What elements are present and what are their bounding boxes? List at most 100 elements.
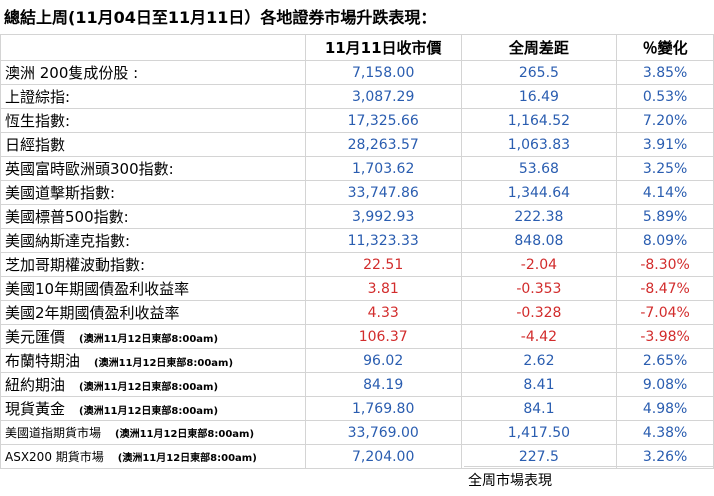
row-close: 1,769.80 — [304, 396, 462, 421]
row-close: 33,769.00 — [304, 420, 462, 445]
row-name: 恆生指數: — [5, 112, 71, 130]
row-name: 芝加哥期權波動指數: — [5, 256, 146, 274]
row-close: 4.33 — [304, 300, 462, 325]
row-pct: 3.26% — [616, 444, 714, 469]
row-change: -0.328 — [460, 300, 618, 325]
row-name-cell: 美元匯價 (澳洲11月12日東部8:00am) — [0, 324, 306, 349]
row-pct: 2.65% — [616, 348, 714, 373]
row-change: -2.04 — [460, 252, 618, 277]
row-close: 33,747.86 — [304, 180, 462, 205]
row-name: 英國富時歐洲頭300指數: — [5, 160, 174, 178]
header-cell-name — [0, 34, 306, 61]
footer-label: 全周市場表現 — [468, 473, 552, 489]
row-note: (澳洲11月12日東部8:00am) — [79, 382, 219, 393]
row-change: 222.38 — [460, 204, 618, 229]
row-name-cell: 美國道指期貨市場 (澳洲11月12日東部8:00am) — [0, 420, 306, 445]
row-name-cell: 美國納斯達克指數: — [0, 228, 306, 253]
row-name-cell: 美國2年期國債盈利收益率 — [0, 300, 306, 325]
row-name: 美元匯價 — [5, 328, 66, 346]
row-pct: 4.14% — [616, 180, 714, 205]
row-change: 53.68 — [460, 156, 618, 181]
row-pct: -8.30% — [616, 252, 714, 277]
row-name: 布蘭特期油 — [5, 352, 81, 370]
header-change: 全周差距 — [460, 34, 618, 61]
row-pct: -7.04% — [616, 300, 714, 325]
row-note: (澳洲11月12日東部8:00am) — [79, 334, 219, 345]
row-note: (澳洲11月12日東部8:00am) — [79, 406, 219, 417]
row-pct: 7.20% — [616, 108, 714, 133]
row-pct: 0.53% — [616, 84, 714, 109]
table-row: 美元匯價 (澳洲11月12日東部8:00am) 106.37 -4.42 -3.98% — [0, 324, 714, 349]
row-name: 上證綜指: — [5, 88, 71, 106]
row-name-cell: ASX200 期貨市場 (澳洲11月12日東部8:00am) — [0, 444, 306, 469]
table-row: 澳洲 200隻成份股 : 7,158.00 265.5 3.85% — [0, 60, 714, 85]
row-change: 265.5 — [460, 60, 618, 85]
row-name: ASX200 期貨市場 — [5, 450, 104, 464]
row-close: 106.37 — [304, 324, 462, 349]
row-close: 3.81 — [304, 276, 462, 301]
row-pct: -3.98% — [616, 324, 714, 349]
table-row: 英國富時歐洲頭300指數: 1,703.62 53.68 3.25% — [0, 156, 714, 181]
row-name: 美國道指期貨市場 — [5, 426, 102, 440]
table-row: ASX200 期貨市場 (澳洲11月12日東部8:00am) 7,204.00 227… — [0, 444, 714, 469]
row-change: 1,164.52 — [460, 108, 618, 133]
row-name-cell: 現貨黃金 (澳洲11月12日東部8:00am) — [0, 396, 306, 421]
row-close: 84.19 — [304, 372, 462, 397]
row-note: (澳洲11月12日東部8:00am) — [115, 429, 255, 440]
row-close: 28,263.57 — [304, 132, 462, 157]
row-name: 美國納斯達克指數: — [5, 232, 131, 250]
table-row: 芝加哥期權波動指數: 22.51 -2.04 -8.30% — [0, 252, 714, 277]
header-close: 11月11日收市價 — [304, 34, 462, 61]
table-row: 美國納斯達克指數: 11,323.33 848.08 8.09% — [0, 228, 714, 253]
row-name-cell: 英國富時歐洲頭300指數: — [0, 156, 306, 181]
row-close: 11,323.33 — [304, 228, 462, 253]
row-name-cell: 美國標普500指數: — [0, 204, 306, 229]
row-close: 96.02 — [304, 348, 462, 373]
table-row: 恆生指數: 17,325.66 1,164.52 7.20% — [0, 108, 714, 133]
table-row: 美國道擊斯指數: 33,747.86 1,344.64 4.14% — [0, 180, 714, 205]
row-pct: -8.47% — [616, 276, 714, 301]
row-pct: 3.85% — [616, 60, 714, 85]
row-pct: 4.38% — [616, 420, 714, 445]
row-name-cell: 澳洲 200隻成份股 : — [0, 60, 306, 85]
row-change: 227.5 — [460, 444, 618, 469]
footer-divider — [464, 466, 714, 467]
row-change: 1,417.50 — [460, 420, 618, 445]
row-close: 7,204.00 — [304, 444, 462, 469]
row-name: 紐約期油 — [5, 376, 66, 394]
table-row: 美國10年期國債盈利收益率 3.81 -0.353 -8.47% — [0, 276, 714, 301]
row-name-cell: 布蘭特期油 (澳洲11月12日東部8:00am) — [0, 348, 306, 373]
row-name: 現貨黃金 — [5, 400, 66, 418]
row-change: 1,344.64 — [460, 180, 618, 205]
row-pct: 9.08% — [616, 372, 714, 397]
row-close: 7,158.00 — [304, 60, 462, 85]
table-row: 紐約期油 (澳洲11月12日東部8:00am) 84.19 8.41 9.08% — [0, 372, 714, 397]
table-row: 布蘭特期油 (澳洲11月12日東部8:00am) 96.02 2.62 2.65% — [0, 348, 714, 373]
row-name: 日經指數 — [5, 136, 66, 154]
row-pct: 5.89% — [616, 204, 714, 229]
row-pct: 3.91% — [616, 132, 714, 157]
header-row: 11月11日收市價 全周差距 ％變化 — [0, 34, 714, 61]
table-row: 美國標普500指數: 3,992.93 222.38 5.89% — [0, 204, 714, 229]
table-row: 上證綜指: 3,087.29 16.49 0.53% — [0, 84, 714, 109]
row-close: 17,325.66 — [304, 108, 462, 133]
row-note: (澳洲11月12日東部8:00am) — [94, 358, 234, 369]
table-row: 美國2年期國債盈利收益率 4.33 -0.328 -7.04% — [0, 300, 714, 325]
row-change: 2.62 — [460, 348, 618, 373]
row-pct: 8.09% — [616, 228, 714, 253]
row-change: 1,063.83 — [460, 132, 618, 157]
table-row: 美國道指期貨市場 (澳洲11月12日東部8:00am) 33,769.00 1,417… — [0, 420, 714, 445]
row-name-cell: 美國道擊斯指數: — [0, 180, 306, 205]
row-name-cell: 美國10年期國債盈利收益率 — [0, 276, 306, 301]
row-close: 3,087.29 — [304, 84, 462, 109]
row-change: 8.41 — [460, 372, 618, 397]
row-name: 澳洲 200隻成份股 : — [5, 64, 139, 82]
row-name: 美國2年期國債盈利收益率 — [5, 304, 180, 322]
row-name-cell: 日經指數 — [0, 132, 306, 157]
row-note: (澳洲11月12日東部8:00am) — [117, 453, 257, 464]
row-change: -0.353 — [460, 276, 618, 301]
row-pct: 4.98% — [616, 396, 714, 421]
row-change: 16.49 — [460, 84, 618, 109]
row-name-cell: 恆生指數: — [0, 108, 306, 133]
